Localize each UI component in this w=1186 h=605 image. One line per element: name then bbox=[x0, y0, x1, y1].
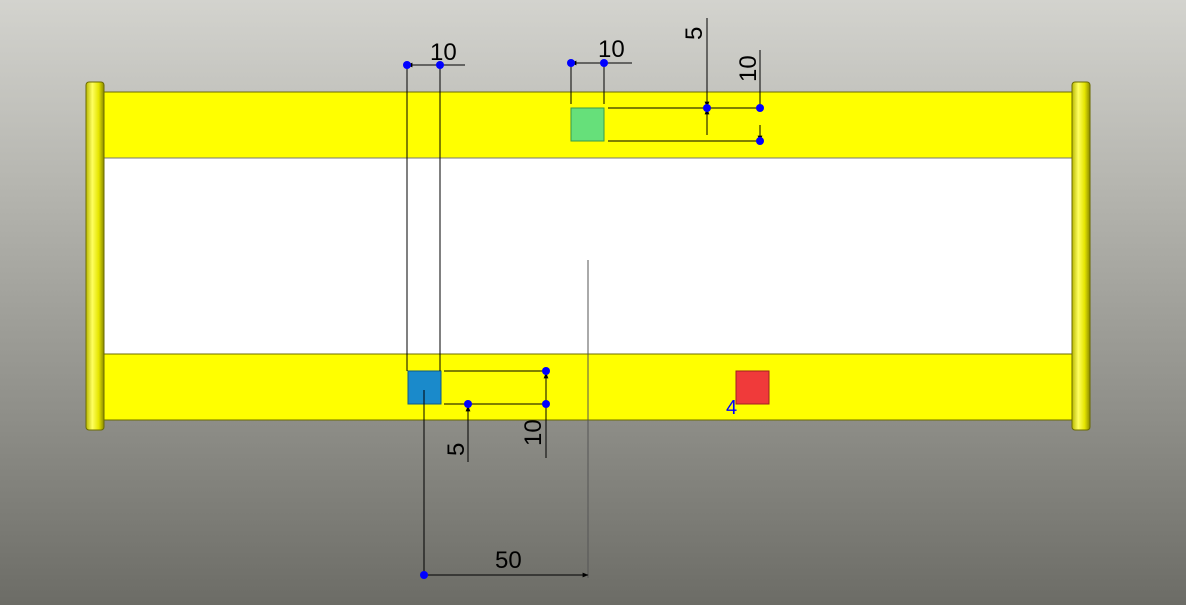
dimension-point[interactable] bbox=[436, 61, 444, 69]
dimension-point[interactable] bbox=[542, 367, 550, 375]
dimension-point[interactable] bbox=[420, 571, 428, 579]
dimension-point[interactable] bbox=[542, 400, 550, 408]
red-square-label: 4 bbox=[726, 397, 737, 419]
dimension-point[interactable] bbox=[756, 104, 764, 112]
red-sketch-square[interactable] bbox=[735, 370, 770, 405]
dimension-point[interactable] bbox=[756, 137, 764, 145]
dimension-value[interactable]: 10 bbox=[735, 55, 762, 82]
dimension-value[interactable]: 5 bbox=[681, 27, 708, 40]
dimension-point[interactable] bbox=[464, 400, 472, 408]
dimension-point[interactable] bbox=[567, 59, 575, 67]
right-end-rod[interactable] bbox=[1071, 81, 1091, 431]
dimension-point[interactable] bbox=[703, 104, 711, 112]
left-end-rod[interactable] bbox=[85, 81, 105, 431]
dimension-bottom-width[interactable] bbox=[444, 370, 549, 462]
dimension-center-distance[interactable] bbox=[423, 390, 589, 578]
dimension-value[interactable]: 50 bbox=[495, 547, 522, 574]
dimension-value[interactable]: 10 bbox=[430, 39, 457, 66]
dimension-value[interactable]: 10 bbox=[598, 36, 625, 63]
dimension-point[interactable] bbox=[600, 59, 608, 67]
dimension-value[interactable]: 5 bbox=[443, 443, 470, 456]
dimension-value[interactable]: 10 bbox=[520, 419, 547, 446]
dimension-top-offset[interactable] bbox=[608, 18, 763, 142]
green-sketch-square[interactable] bbox=[570, 107, 605, 142]
dimension-point[interactable] bbox=[403, 61, 411, 69]
